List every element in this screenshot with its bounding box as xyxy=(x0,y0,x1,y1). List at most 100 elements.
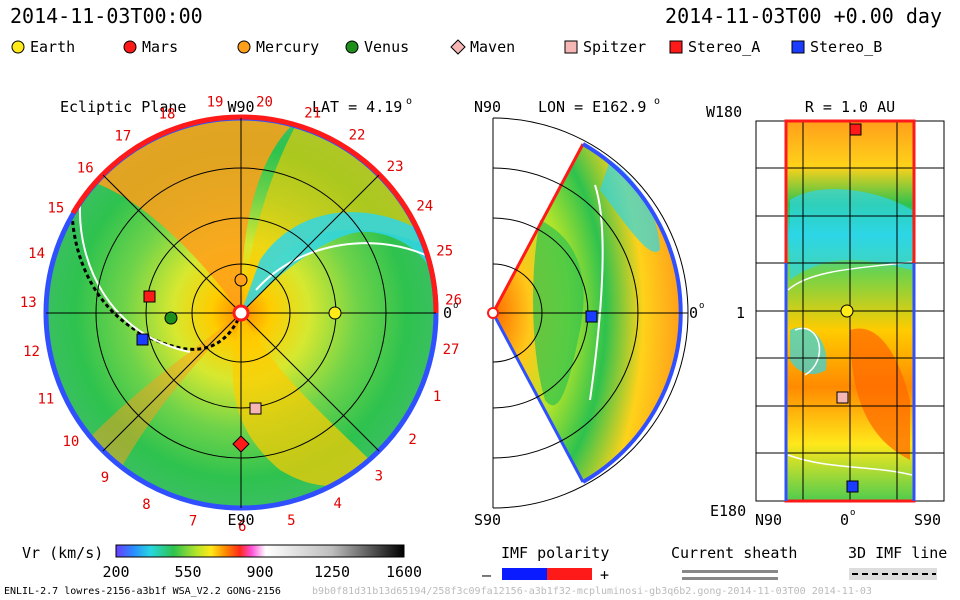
rmap-sheet-line-loop xyxy=(794,327,821,376)
rmap-s90-label: S90 xyxy=(914,511,941,529)
meridional-edge-lower xyxy=(491,312,585,483)
carrington-number: 1 xyxy=(433,389,441,405)
rmap-spitzer-marker xyxy=(836,391,849,404)
legend-item-spitzer: Spitzer xyxy=(563,38,646,56)
rmap-w180-label: W180 xyxy=(706,103,742,121)
legend-item-maven: Maven xyxy=(450,38,515,56)
spitzer-legend-icon xyxy=(564,40,578,54)
stereo-a-legend-icon xyxy=(669,40,683,54)
carrington-number: 6 xyxy=(238,519,246,535)
meridional-s90-label: S90 xyxy=(474,511,501,529)
carrington-number: 4 xyxy=(333,496,341,512)
mars-marker xyxy=(232,435,250,453)
carrington-number: 11 xyxy=(37,392,54,408)
carrington-number: 17 xyxy=(114,129,131,145)
ecliptic-lat-degree: o xyxy=(406,96,412,107)
footer-run-info: ENLIL-2.7 lowres-2156-a3b1f WSA_V2.2 GON… xyxy=(4,586,281,597)
rmap-title: R = 1.0 AU xyxy=(805,98,895,116)
carrington-number: 19 xyxy=(207,95,224,111)
ecliptic-e90-label: E90 xyxy=(227,511,254,529)
legend-item-stereo-a: Stereo_A xyxy=(668,38,760,56)
ecliptic-zero-degree: o xyxy=(453,301,458,311)
legend-label: Stereo_B xyxy=(810,38,883,56)
current-sheath-legend: Current sheath xyxy=(671,544,797,580)
carrington-number: 25 xyxy=(436,244,453,260)
footer: ENLIL-2.7 lowres-2156-a3b1f WSA_V2.2 GON… xyxy=(4,586,872,597)
maven-legend-icon xyxy=(450,39,466,55)
stereo-b-marker xyxy=(136,333,149,346)
carrington-number: 7 xyxy=(189,514,197,530)
rmap-earth-marker xyxy=(840,304,854,318)
meridional-n90-label: N90 xyxy=(474,98,501,116)
ecliptic-objects xyxy=(136,273,342,453)
meridional-zero-label: 0 xyxy=(689,304,698,322)
legend-item-earth: Earth xyxy=(10,38,75,56)
rmap-cyan-region xyxy=(790,189,912,280)
mercury-legend-icon xyxy=(237,40,251,54)
carrington-number: 23 xyxy=(387,159,404,175)
imf-positive-swatch xyxy=(547,568,592,580)
venus-marker xyxy=(164,311,178,325)
carrington-number: 9 xyxy=(101,470,109,486)
ecliptic-outer-positive xyxy=(70,114,439,314)
ecliptic-zero-label: 0 xyxy=(443,304,452,322)
legend-item-stereo-b: Stereo_B xyxy=(790,38,882,56)
legend-label: Stereo_A xyxy=(688,38,761,56)
carrington-number: 10 xyxy=(62,434,79,450)
colorbar-ticks: 200 550 900 1250 1600 xyxy=(102,563,422,581)
colorbar-tick-label: 900 xyxy=(246,563,273,581)
rmap-stereo-b-marker xyxy=(846,480,859,493)
rmap-e180-label: E180 xyxy=(710,502,746,520)
stereo-a-marker xyxy=(143,290,156,303)
colorbar-label: Vr (km/s) xyxy=(22,544,103,562)
meridional-sun-icon xyxy=(487,307,499,319)
streamer-band xyxy=(232,313,380,486)
carrington-numbers: 19 20212223242526271234567891011121314151… xyxy=(20,94,462,535)
current-sheath-line-2 xyxy=(682,577,778,580)
meridional-zero-degree: o xyxy=(699,301,704,311)
imf-negative-swatch xyxy=(502,568,547,580)
legend-item-mars: Mars xyxy=(122,38,178,56)
imf-polarity-plus: + xyxy=(600,566,609,584)
rmap-sheet-line-upper xyxy=(787,261,913,291)
carrington-number: 3 xyxy=(375,468,383,484)
mercury-marker xyxy=(234,273,248,287)
colorbar: Vr (km/s) 200 550 900 1250 1600 xyxy=(22,544,422,581)
legend-label: Maven xyxy=(470,38,516,56)
current-sheet-line xyxy=(78,204,191,353)
legend-label: Mars xyxy=(142,38,179,56)
timestamp: 2014-11-03T00:00 xyxy=(10,4,203,28)
colorbar-tick-label: 1600 xyxy=(386,563,422,581)
carrington-number: 26 xyxy=(445,292,462,308)
colorbar-tick-label: 1250 xyxy=(314,563,350,581)
rmap-fast-region xyxy=(850,328,910,460)
south-stream xyxy=(60,313,241,470)
rmap-zero-degree: o xyxy=(850,508,855,518)
meridional-stereo-b-marker xyxy=(585,310,598,323)
carrington-number: 14 xyxy=(28,246,45,262)
earth-marker xyxy=(328,306,342,320)
meridional-edge-upper xyxy=(491,143,585,314)
carrington-number: 20 xyxy=(256,94,273,110)
rmap-mid-label: 1 xyxy=(736,304,745,322)
legend-label: Venus xyxy=(364,38,410,56)
imf-polarity-legend: IMF polarity – + xyxy=(482,544,609,584)
ecliptic-title: Ecliptic Plane xyxy=(60,98,186,116)
carrington-number: 13 xyxy=(20,295,37,311)
colorbar-gradient xyxy=(115,544,405,558)
imf-polarity-minus: – xyxy=(482,566,492,584)
rmap-stereo-a-marker xyxy=(849,123,862,136)
carrington-number: 22 xyxy=(349,127,366,143)
carrington-number: 5 xyxy=(287,513,295,529)
current-sheet-line-2 xyxy=(255,242,436,291)
ecliptic-w90-label: W90 xyxy=(227,98,254,116)
r-map-panel: R = 1.0 AU W180 E180 1 N90 xyxy=(706,98,945,529)
current-sheath-label: Current sheath xyxy=(671,544,797,562)
elapsed-time: 2014-11-03T00 +0.00 day xyxy=(665,4,942,28)
rmap-n90-label: N90 xyxy=(755,511,782,529)
carrington-number: 15 xyxy=(47,201,64,217)
earth-legend-icon xyxy=(11,40,25,54)
colorbar-tick-label: 550 xyxy=(174,563,201,581)
legend-label: Earth xyxy=(30,38,76,56)
